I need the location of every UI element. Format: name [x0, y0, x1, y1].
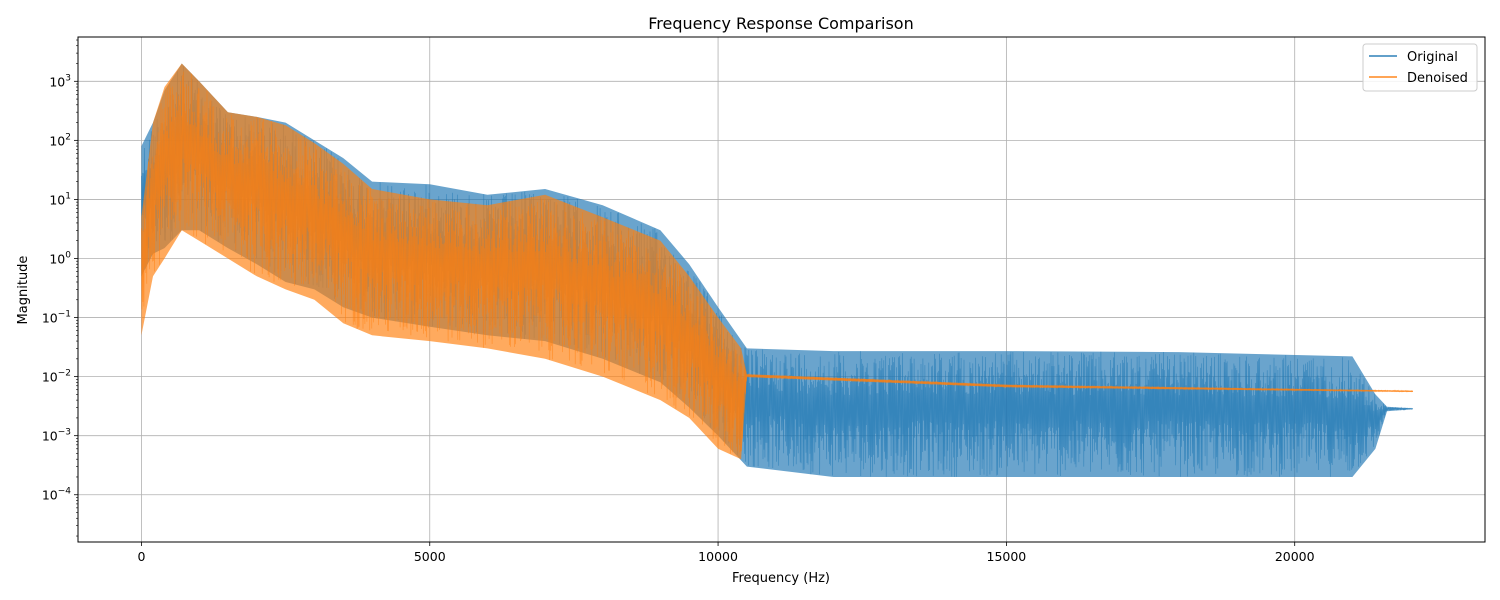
y-tick-label: 102 — [49, 132, 71, 148]
legend-label: Original — [1407, 50, 1458, 65]
y-tick-label: 101 — [49, 191, 71, 207]
y-tick-label: 10−3 — [42, 428, 71, 444]
y-tick-label: 103 — [49, 73, 71, 89]
series-denoised — [141, 63, 1414, 460]
chart-title: Frequency Response Comparison — [648, 14, 913, 33]
y-tick-label: 10−4 — [42, 487, 71, 503]
x-tick-label: 10000 — [698, 549, 738, 564]
axis-ticks: 0 5000 10000 15000 20000 10−4 10−3 10−2 10−1 100 1… — [42, 39, 1315, 564]
series-trace — [141, 71, 1414, 454]
x-tick-label: 20000 — [1275, 549, 1315, 564]
x-tick-label: 15000 — [987, 549, 1027, 564]
y-tick-label: 10−1 — [42, 310, 71, 326]
legend-label: Denoised — [1407, 71, 1468, 86]
y-tick-label: 10−2 — [42, 369, 71, 385]
y-tick-label: 100 — [49, 250, 71, 266]
series-group — [141, 63, 1414, 477]
x-tick-label: 0 — [137, 549, 145, 564]
x-tick-label: 5000 — [414, 549, 446, 564]
legend: Original Denoised — [1362, 43, 1478, 92]
x-axis-label: Frequency (Hz) — [732, 571, 830, 586]
y-axis-label: Magnitude — [16, 256, 31, 325]
